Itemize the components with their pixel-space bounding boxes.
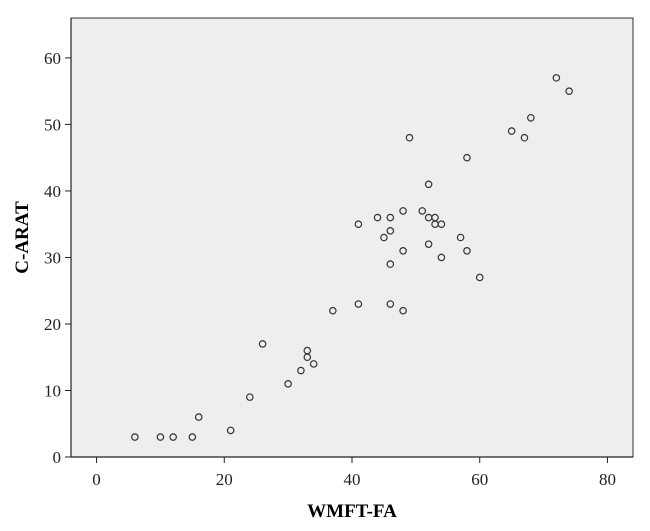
scatter-point [424,240,433,248]
scatter-point [552,74,561,82]
scatter-point [373,213,382,222]
y-tick-label: 20 [44,315,61,334]
x-axis-title: WMFT-FA [307,501,397,522]
scatter-point [386,260,395,268]
scatter-point [399,247,407,255]
y-tick-label: 30 [44,248,61,267]
x-tick-label: 60 [471,470,488,489]
plot-area [70,17,634,458]
scatter-point [565,87,573,95]
y-tick-label: 60 [44,49,61,68]
scatter-point [131,433,139,441]
y-tick-label: 0 [53,448,62,467]
scatter-point [309,360,318,368]
scatter-point [399,207,407,215]
y-tick-label: 50 [44,115,61,134]
scatter-point [246,393,254,401]
scatter-point [437,253,446,262]
x-tick-label: 0 [92,470,101,489]
scatter-point [329,306,337,315]
scatter-point [463,153,471,162]
scatter-point [284,380,292,388]
scatter-point [405,133,414,142]
scatter-point [386,227,395,235]
x-tick-label: 20 [216,470,233,489]
scatter-point [303,353,312,362]
scatter-point [156,433,165,441]
scatter-point [437,220,446,228]
scatter-point [194,413,203,421]
scatter-point [456,233,465,242]
scatter-point [169,433,177,441]
scatter-point [475,273,484,282]
scatter-point [424,180,433,189]
scatter-point [507,127,516,135]
scatter-point [354,300,363,308]
scatter-point [527,113,535,122]
scatter-point [463,247,471,255]
scatter-point [386,300,395,308]
scatter-point [386,213,395,222]
scatter-point [520,133,529,142]
y-axis-title: C-ARAT [12,201,33,274]
y-tick-label: 40 [44,182,61,201]
ticks: 0 20 40 60 80 0 10 20 30 40 50 60 [44,49,616,489]
y-tick-label: 10 [44,381,61,400]
x-tick-label: 40 [344,470,361,489]
data-points [131,74,573,441]
scatter-point [380,233,388,242]
x-tick-label: 80 [599,470,616,489]
scatter-point [188,433,197,441]
scatter-point [418,207,427,215]
scatter-point [297,366,305,375]
scatter-point [258,340,267,348]
scatter-point [399,306,407,315]
scatter-point [354,220,363,228]
scatter-point [226,426,235,435]
